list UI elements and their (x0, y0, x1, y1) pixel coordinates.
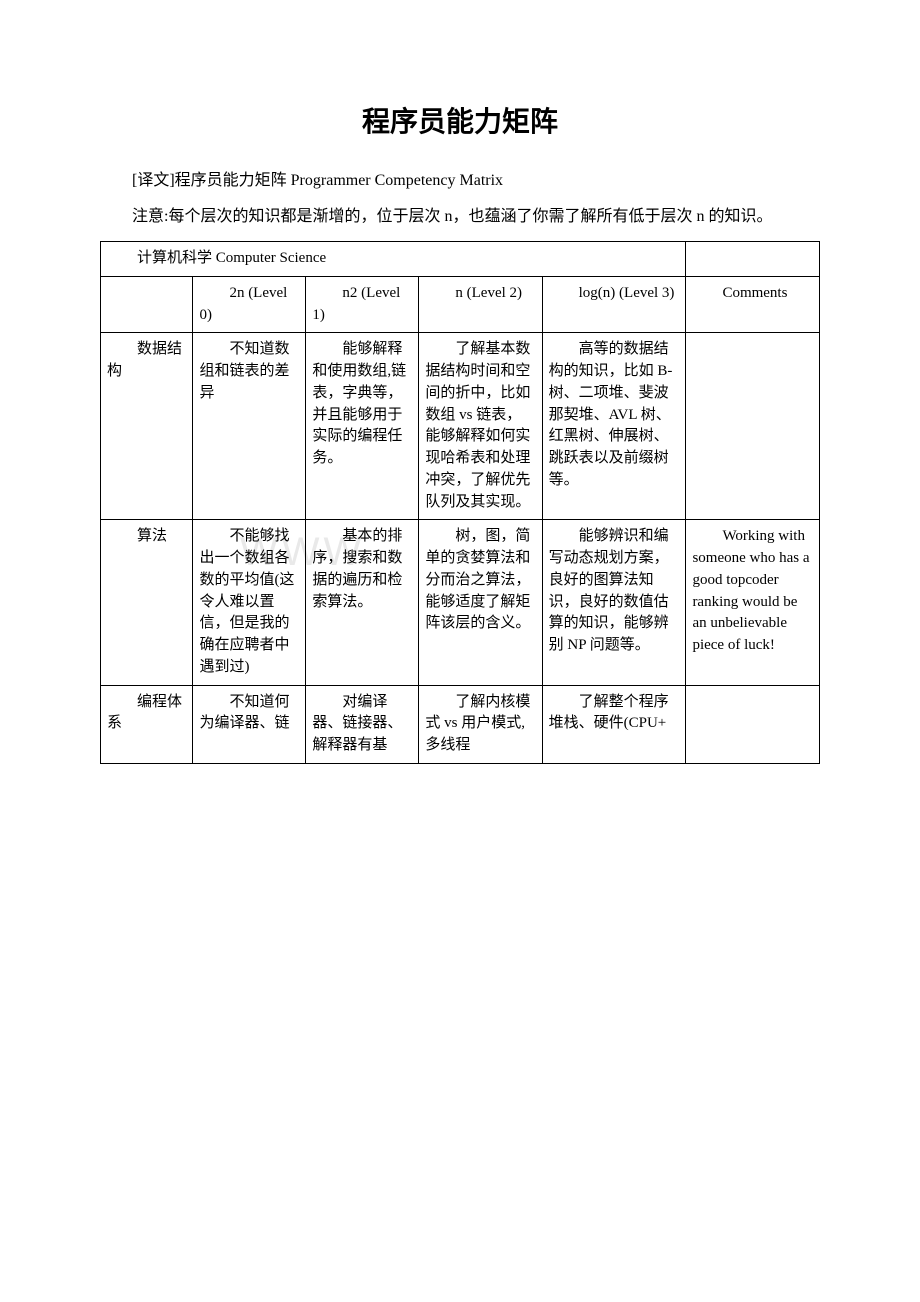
col-label: n (Level 2) (425, 283, 535, 305)
column-header: log(n) (Level 3) (542, 276, 686, 333)
section-header-text: 计算机科学 Computer Science (107, 248, 679, 270)
row-label: 编程体系 (107, 692, 186, 736)
cell: 不知道数组和链表的差异 (193, 333, 306, 520)
cell-text: 能够解释和使用数组,链表，字典等，并且能够用于实际的编程任务。 (312, 339, 412, 470)
table-row: 算法 不能够找出一个数组各数的平均值(这令人难以置信，但是我的确在应聘者中遇到过… (101, 520, 820, 685)
cell-text: 对编译器、链接器、解释器有基 (312, 692, 412, 757)
cell-text: 能够辨识和编写动态规划方案，良好的图算法知识，良好的数值估算的知识，能够辨别 N… (549, 526, 680, 657)
row-label-cell: 算法 (101, 520, 193, 685)
cell: 了解整个程序堆栈、硬件(CPU+ (542, 685, 686, 763)
table-row: 数据结构 不知道数组和链表的差异 能够解释和使用数组,链表，字典等，并且能够用于… (101, 333, 820, 520)
cell-text: 了解整个程序堆栈、硬件(CPU+ (549, 692, 680, 736)
col-label: n2 (Level 1) (312, 283, 412, 327)
subtitle-text: [译文]程序员能力矩阵 Programmer Competency Matrix (132, 172, 503, 189)
cell: 对编译器、链接器、解释器有基 (306, 685, 419, 763)
cell (686, 333, 820, 520)
cell-text: 了解基本数据结构时间和空间的折中，比如数组 vs 链表，能够解释如何实现哈希表和… (425, 339, 535, 513)
competency-table: 计算机科学 Computer Science 2n (Level 0) n2 (… (100, 241, 820, 764)
cell: 能够辨识和编写动态规划方案，良好的图算法知识，良好的数值估算的知识，能够辨别 N… (542, 520, 686, 685)
table-row: 计算机科学 Computer Science (101, 242, 820, 277)
row-label-cell: 编程体系 (101, 685, 193, 763)
table-row: 编程体系 不知道何为编译器、链 对编译器、链接器、解释器有基 了解内核模式 vs… (101, 685, 820, 763)
cell: 高等的数据结构的知识，比如 B-树、二项堆、斐波那契堆、AVL 树、红黑树、伸展… (542, 333, 686, 520)
row-label: 算法 (107, 526, 186, 548)
empty-cell (686, 242, 820, 277)
column-header: n2 (Level 1) (306, 276, 419, 333)
note-paragraph: 注意:每个层次的知识都是渐增的，位于层次 n，也蕴涵了你需了解所有低于层次 n … (100, 204, 820, 230)
cell: 基本的排序，搜索和数据的遍历和检索算法。 (306, 520, 419, 685)
col-label: log(n) (Level 3) (549, 283, 680, 305)
cell-text: 不能够找出一个数组各数的平均值(这令人难以置信，但是我的确在应聘者中遇到过) (199, 526, 299, 678)
page-title: 程序员能力矩阵 (100, 100, 820, 140)
cell: 不知道何为编译器、链 (193, 685, 306, 763)
section-header-cell: 计算机科学 Computer Science (101, 242, 686, 277)
column-header: 2n (Level 0) (193, 276, 306, 333)
cell: Working with someone who has a good topc… (686, 520, 820, 685)
subtitle-paragraph: [译文]程序员能力矩阵 Programmer Competency Matrix (100, 168, 820, 194)
cell-text: 基本的排序，搜索和数据的遍历和检索算法。 (312, 526, 412, 613)
column-header: n (Level 2) (419, 276, 542, 333)
col-label: 2n (Level 0) (199, 283, 299, 327)
note-text: 注意:每个层次的知识都是渐增的，位于层次 n，也蕴涵了你需了解所有低于层次 n … (132, 208, 772, 225)
row-label: 数据结构 (107, 339, 186, 383)
cell: 不能够找出一个数组各数的平均值(这令人难以置信，但是我的确在应聘者中遇到过) (193, 520, 306, 685)
col-label: Comments (692, 283, 813, 305)
cell: 树，图，简单的贪婪算法和分而治之算法，能够适度了解矩阵该层的含义。 (419, 520, 542, 685)
cell-text: 了解内核模式 vs 用户模式,多线程 (425, 692, 535, 757)
cell: 了解基本数据结构时间和空间的折中，比如数组 vs 链表，能够解释如何实现哈希表和… (419, 333, 542, 520)
cell-text: 树，图，简单的贪婪算法和分而治之算法，能够适度了解矩阵该层的含义。 (425, 526, 535, 635)
cell-text: 不知道何为编译器、链 (199, 692, 299, 736)
cell: 能够解释和使用数组,链表，字典等，并且能够用于实际的编程任务。 (306, 333, 419, 520)
cell-text: 高等的数据结构的知识，比如 B-树、二项堆、斐波那契堆、AVL 树、红黑树、伸展… (549, 339, 680, 491)
column-header: Comments (686, 276, 820, 333)
row-label-cell: 数据结构 (101, 333, 193, 520)
column-header (101, 276, 193, 333)
cell-text: 不知道数组和链表的差异 (199, 339, 299, 404)
cell: 了解内核模式 vs 用户模式,多线程 (419, 685, 542, 763)
cell (686, 685, 820, 763)
table-row: 2n (Level 0) n2 (Level 1) n (Level 2) lo… (101, 276, 820, 333)
cell-text: Working with someone who has a good topc… (692, 526, 813, 657)
